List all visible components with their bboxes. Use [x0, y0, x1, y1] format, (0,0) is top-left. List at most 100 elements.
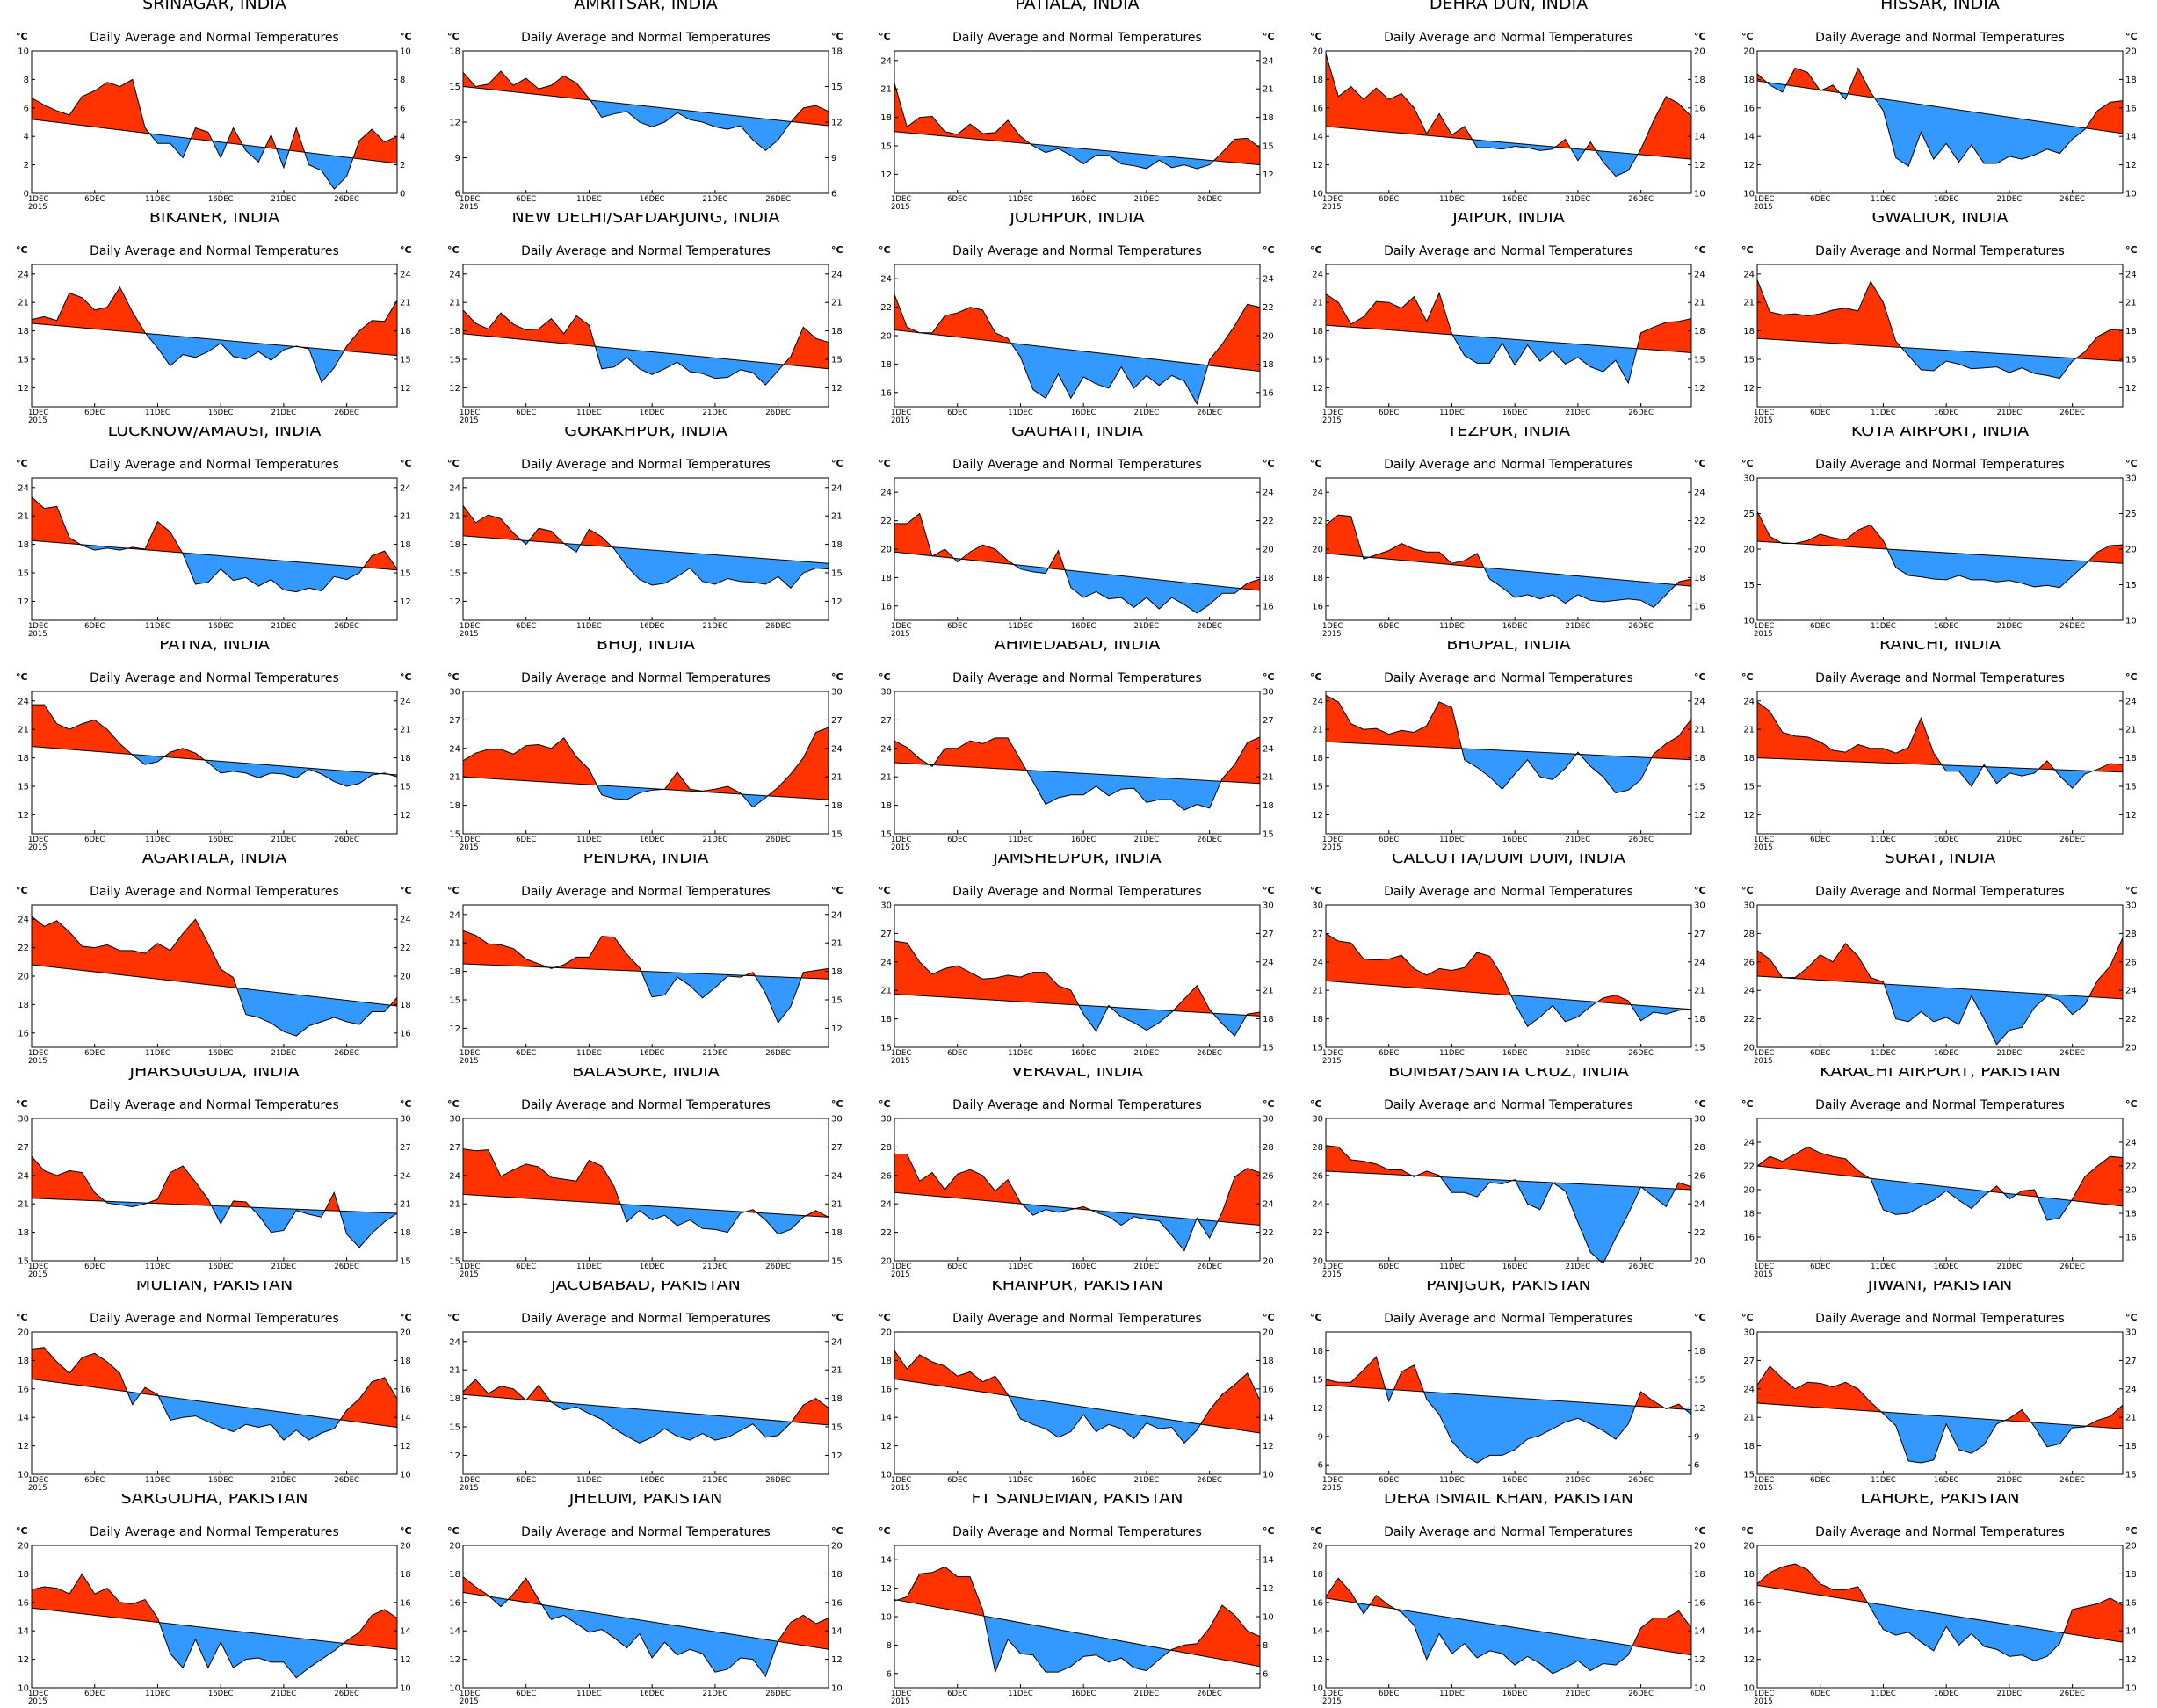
y-tick-label-left: 24	[1743, 1139, 1755, 1148]
temperature-chart: PENDRA, INDIA Daily Average and Normal Te…	[447, 854, 843, 1066]
right-unit-label: °C	[831, 671, 843, 683]
y-tick-label-left: 18	[1312, 1570, 1323, 1580]
y-tick-label-right: 20	[1263, 1328, 1274, 1338]
y-tick-label-right: 22	[1694, 1228, 1705, 1238]
y-tick-label-right: 12	[400, 597, 411, 607]
normal-temperature-line	[1756, 540, 2124, 564]
x-tick-label: 11DEC	[1008, 836, 1033, 844]
x-tick-label: 21DEC	[1134, 1263, 1160, 1271]
y-tick-label-right: 30	[1694, 901, 1705, 911]
y-tick-label-left: 6	[455, 190, 460, 199]
x-tick-label: 21DEC	[703, 1263, 728, 1271]
x-tick-label: 26DEC	[2059, 1690, 2085, 1698]
y-tick-label-right: 6	[400, 104, 405, 113]
x-tick-label: 6DEC	[947, 1690, 967, 1698]
y-tick-label-right: 15	[1694, 1044, 1705, 1053]
left-unit-label: °C	[879, 1312, 891, 1323]
x-tick-label: 11DEC	[1008, 195, 1033, 204]
y-tick-label-left: 18	[1743, 327, 1755, 337]
below-normal-area	[1757, 1166, 2123, 1221]
chart-subtitle: Daily Average and Normal Temperatures	[1384, 31, 1633, 45]
x-tick-label: 16DEC	[1071, 1049, 1097, 1058]
x-tick-label: 26DEC	[765, 409, 791, 417]
x-tick-label: 21DEC	[271, 1263, 297, 1271]
daily-average-line	[1756, 1365, 2124, 1464]
y-tick-label-left: 18	[1743, 1442, 1755, 1451]
y-tick-label-left: 15	[1312, 1376, 1323, 1386]
temperature-chart: BHUJ, INDIA Daily Average and Normal Temp…	[447, 640, 843, 852]
station-panel: SURAT, INDIA Daily Average and Normal Tem…	[1726, 854, 2157, 1068]
y-tick-label-left: 22	[880, 303, 892, 313]
y-tick-label-right: 15	[831, 830, 843, 840]
x-tick-label: 1DEC	[460, 409, 480, 417]
temperature-chart: SURAT, INDIA Daily Average and Normal Tem…	[1741, 854, 2138, 1066]
right-unit-label: °C	[1263, 458, 1275, 469]
station-panel: KOTA AIRPORT, INDIA Daily Average and Nor…	[1726, 427, 2157, 640]
plot-frame	[1325, 264, 1692, 408]
y-tick-label-right: 24	[1263, 1200, 1274, 1210]
daily-average-line	[462, 1379, 829, 1444]
station-panel: PATIALA, INDIA Daily Average and Normal T…	[863, 0, 1294, 214]
chart-subtitle: Daily Average and Normal Temperatures	[952, 885, 1202, 899]
below-normal-area	[894, 763, 1260, 810]
station-title: GWALIOR, INDIA	[1872, 214, 2009, 227]
y-tick-label-right: 6	[1694, 1461, 1699, 1471]
y-tick-label-right: 22	[1263, 517, 1274, 526]
below-normal-area	[1326, 553, 1691, 608]
x-tick-label: 11DEC	[145, 1049, 170, 1058]
y-tick-label-right: 10	[1694, 1684, 1705, 1694]
y-tick-label-left: 30	[1312, 1115, 1323, 1125]
x-tick-label: 26DEC	[1628, 1049, 1654, 1058]
normal-temperature-line	[1756, 1584, 2124, 1643]
x-tick-label: 21DEC	[1134, 409, 1160, 417]
x-tick-label: 21DEC	[1566, 622, 1591, 631]
plot-frame	[1756, 904, 2124, 1048]
y-tick-label-left: 18	[1312, 76, 1323, 85]
y-tick-label-right: 18	[400, 540, 411, 550]
x-tick-label: 11DEC	[1871, 1690, 1896, 1698]
x-tick-label: 6DEC	[1810, 195, 1830, 204]
temperature-chart: PATIALA, INDIA Daily Average and Normal T…	[879, 0, 1275, 212]
temperature-chart: AMRITSAR, INDIA Daily Average and Normal …	[447, 0, 843, 212]
x-tick-label: 21DEC	[1997, 1690, 2023, 1698]
y-tick-label-right: 18	[1694, 76, 1705, 85]
station-title: RANCHI, INDIA	[1879, 640, 2001, 654]
temperature-chart: DERA ISMAIL KHAN, PAKISTAN Daily Average …	[1310, 1494, 1706, 1706]
x-tick-label: 1DEC	[891, 622, 911, 631]
x-tick-label: 16DEC	[1934, 1690, 1959, 1698]
above-normal-area	[463, 70, 829, 127]
y-tick-label-left: 16	[18, 1385, 29, 1394]
y-tick-label-left: 15	[1312, 783, 1323, 792]
y-tick-label-left: 12	[449, 1451, 460, 1461]
y-tick-label-left: 24	[1312, 489, 1323, 498]
y-tick-label-left: 12	[18, 384, 29, 394]
temperature-chart: CALCUTTA/DUM DUM, INDIA Daily Average and…	[1310, 854, 1706, 1066]
left-unit-label: °C	[879, 671, 891, 683]
y-tick-label-right: 14	[1263, 1556, 1274, 1566]
left-unit-label: °C	[1741, 1312, 1754, 1323]
above-normal-area	[894, 1154, 1260, 1226]
x-tick-label: 21DEC	[703, 836, 728, 844]
y-tick-label-left: 15	[880, 830, 892, 840]
y-tick-label-left: 12	[18, 1442, 29, 1451]
x-tick-label: 26DEC	[2059, 1476, 2085, 1485]
temperature-chart: VERAVAL, INDIA Daily Average and Normal T…	[879, 1068, 1275, 1279]
y-tick-label-left: 12	[880, 170, 892, 180]
y-tick-label-left: 20	[1312, 1257, 1323, 1267]
right-unit-label: °C	[831, 244, 843, 256]
left-unit-label: °C	[1741, 671, 1754, 683]
right-unit-label: °C	[2125, 671, 2138, 683]
y-tick-label-right: 16	[2125, 1234, 2137, 1243]
y-tick-label-right: 18	[400, 1357, 411, 1366]
station-title: SURAT, INDIA	[1885, 854, 1996, 867]
x-tick-label: 21DEC	[271, 836, 297, 844]
below-normal-area	[1757, 81, 2123, 167]
station-title: VERAVAL, INDIA	[1011, 1068, 1143, 1081]
y-tick-label-left: 20	[1743, 1044, 1755, 1053]
y-tick-label-left: 15	[18, 356, 29, 365]
x-tick-label: 11DEC	[576, 1690, 602, 1698]
y-tick-label-right: 24	[1694, 697, 1705, 706]
y-tick-label-left: 16	[1312, 1598, 1323, 1608]
x-tick-label: 6DEC	[84, 195, 105, 204]
plot-frame	[1756, 50, 2124, 194]
